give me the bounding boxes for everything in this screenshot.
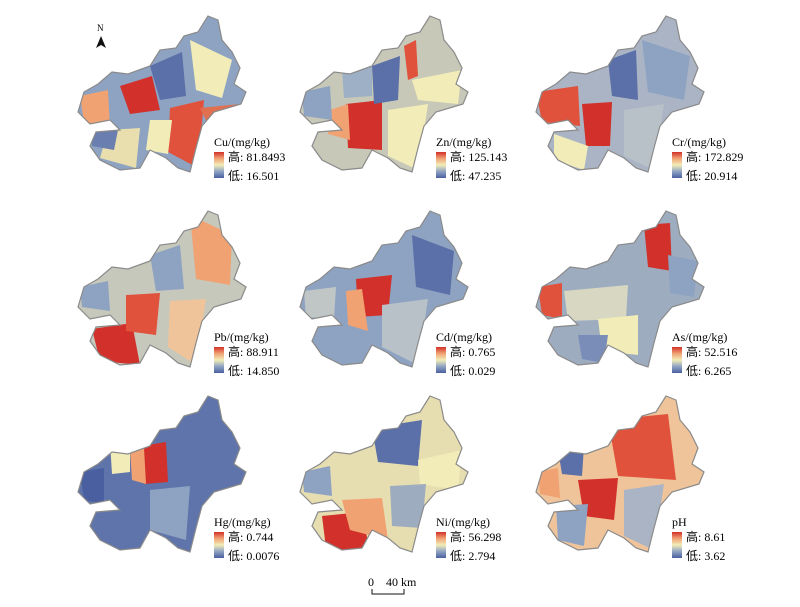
scale-distance-label: 40 km: [386, 575, 417, 589]
svg-text:高: 88.911: 高: 88.911: [228, 344, 279, 359]
legend-title: Pb/(mg/kg): [214, 330, 269, 344]
legend-low-prefix: 低:: [686, 549, 704, 563]
svg-text:高: 125.143: 高: 125.143: [450, 149, 507, 164]
legend-low-prefix: 低:: [450, 169, 468, 183]
svg-text:低: 0.029: 低: 0.029: [450, 364, 495, 378]
svg-text:低: 14.850: 低: 14.850: [228, 364, 279, 378]
map-panel-ph: pH 高: 8.61 低: 3.62: [535, 395, 725, 563]
svg-text:高: 172.829: 高: 172.829: [686, 149, 743, 164]
legend-high-prefix: 高:: [228, 344, 246, 359]
legend-title: Ni/(mg/kg): [436, 515, 490, 529]
north-arrow: N: [96, 23, 106, 48]
legend-high-value: 56.298: [468, 530, 501, 544]
legend-low-prefix: 低:: [686, 364, 704, 378]
legend-high-prefix: 高:: [686, 529, 704, 544]
legend-title: Cd/(mg/kg): [436, 330, 492, 344]
svg-text:低: 3.62: 低: 3.62: [686, 549, 725, 563]
legend-low-prefix: 低:: [686, 169, 704, 183]
map-panel-ni: Ni/(mg/kg) 高: 56.298 低: 2.794: [299, 395, 501, 563]
svg-text:低: 20.914: 低: 20.914: [686, 169, 737, 183]
svg-text:高: 56.298: 高: 56.298: [450, 529, 501, 544]
legend-low-prefix: 低:: [450, 364, 468, 378]
legend-title: Hg/(mg/kg): [214, 515, 271, 529]
map-panel-cu: Cu/(mg/kg) 高: 81.8493 低: 16.501: [77, 15, 285, 183]
map-panel-pb: Pb/(mg/kg) 高: 88.911 低: 14.850: [77, 210, 279, 378]
svg-text:高: 52.516: 高: 52.516: [686, 344, 737, 359]
svg-text:低: 6.265: 低: 6.265: [686, 364, 731, 378]
legend-title: Cr/(mg/kg): [672, 135, 726, 149]
legend-high-prefix: 高:: [450, 529, 468, 544]
legend-title: Zn/(mg/kg): [436, 135, 491, 149]
map-panel-hg: Hg/(mg/kg) 高: 0.744 低: 0.0076: [77, 395, 279, 563]
svg-text:低: 0.0076: 低: 0.0076: [228, 549, 279, 563]
legend-low-value: 0.0076: [246, 549, 279, 563]
legend-low-value: 20.914: [704, 169, 737, 183]
legend-low-value: 3.62: [704, 549, 725, 563]
legend-high-value: 52.516: [704, 345, 737, 359]
legend-title: pH: [672, 515, 687, 529]
legend-high-value: 125.143: [468, 150, 507, 164]
legend-high-prefix: 高:: [228, 149, 246, 164]
scale-zero-label: 0: [368, 575, 374, 589]
legend-low-prefix: 低:: [228, 169, 246, 183]
map-panel-cd: Cd/(mg/kg) 高: 0.765 低: 0.029: [299, 210, 495, 378]
legend-high-value: 81.8493: [246, 150, 285, 164]
legend-high-value: 0.765: [468, 345, 495, 359]
legend-high-prefix: 高:: [686, 149, 704, 164]
legend-high-prefix: 高:: [450, 149, 468, 164]
scale-bar: 0 40 km: [368, 575, 417, 595]
north-label: N: [97, 23, 104, 33]
map-panel-as: As/(mg/kg) 高: 52.516 低: 6.265: [535, 210, 737, 378]
legend-low-prefix: 低:: [228, 364, 246, 378]
legend-low-value: 47.235: [468, 169, 501, 183]
legend-high-value: 0.744: [246, 530, 273, 544]
legend-low-prefix: 低:: [228, 549, 246, 563]
svg-text:高: 81.8493: 高: 81.8493: [228, 149, 285, 164]
svg-text:低: 16.501: 低: 16.501: [228, 169, 279, 183]
svg-text:高: 8.61: 高: 8.61: [686, 529, 725, 544]
svg-text:低: 2.794: 低: 2.794: [450, 549, 495, 563]
legend-high-value: 8.61: [704, 530, 725, 544]
map-panel-cr: Cr/(mg/kg) 高: 172.829 低: 20.914: [535, 15, 743, 183]
map-panel-zn: Zn/(mg/kg) 高: 125.143 低: 47.235: [299, 15, 507, 183]
legend-low-value: 16.501: [246, 169, 279, 183]
legend-high-value: 88.911: [246, 345, 279, 359]
legend-low-value: 6.265: [704, 364, 731, 378]
legend-high-prefix: 高:: [228, 529, 246, 544]
scale-bar-line: [371, 589, 405, 595]
svg-text:高: 0.744: 高: 0.744: [228, 529, 273, 544]
legend-title: As/(mg/kg): [672, 330, 727, 344]
svg-text:低: 47.235: 低: 47.235: [450, 169, 501, 183]
north-arrow-icon: [96, 36, 106, 48]
legend-low-value: 0.029: [468, 364, 495, 378]
legend-low-prefix: 低:: [450, 549, 468, 563]
legend-low-value: 14.850: [246, 364, 279, 378]
legend-high-value: 172.829: [704, 150, 743, 164]
svg-text:高: 0.765: 高: 0.765: [450, 344, 495, 359]
legend-high-prefix: 高:: [686, 344, 704, 359]
legend-low-value: 2.794: [468, 549, 495, 563]
legend-title: Cu/(mg/kg): [214, 135, 270, 149]
legend-high-prefix: 高:: [450, 344, 468, 359]
